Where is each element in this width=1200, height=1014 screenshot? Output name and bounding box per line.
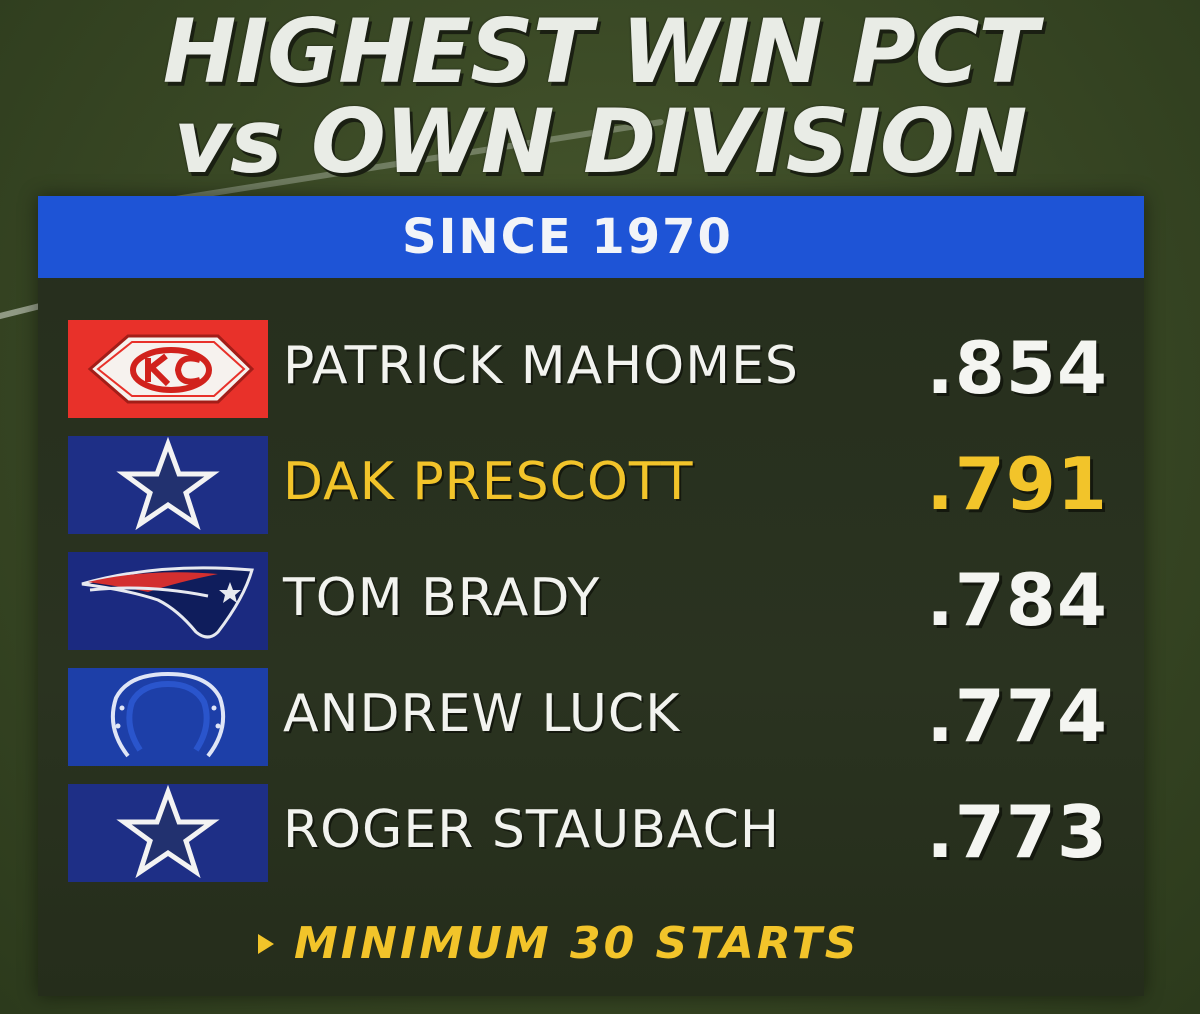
footnote: MINIMUM 30 STARTS [258,918,859,969]
player-row: ROGER STAUBACH .773 [68,784,1128,882]
chiefs-arrowhead-logo [68,320,268,418]
title-line-1: HIGHEST WIN PCT [162,0,1039,103]
player-name: TOM BRADY [283,568,601,628]
player-row-highlighted: DAK PRESCOTT .791 [68,436,1128,534]
player-name: DAK PRESCOTT [283,452,694,512]
colts-horseshoe-logo [68,668,268,766]
footnote-text: MINIMUM 30 STARTS [294,918,860,969]
since-banner-text: SINCE 1970 [402,209,733,265]
patriots-flying-elvis-logo [68,552,268,650]
cowboys-star-logo [68,436,268,534]
win-pct: .774 [926,674,1108,758]
cowboys-star-logo [68,784,268,882]
player-name: PATRICK MAHOMES [283,336,799,396]
win-pct: .773 [926,790,1108,874]
win-pct: .784 [926,558,1108,642]
win-pct: .791 [926,442,1108,526]
player-name: ROGER STAUBACH [283,800,780,860]
player-row: PATRICK MAHOMES .854 [68,320,1128,418]
player-row: ANDREW LUCK .774 [68,668,1128,766]
title-line-2: vs OWN DIVISION [173,90,1028,193]
player-name: ANDREW LUCK [283,684,681,744]
win-pct: .854 [926,326,1108,410]
triangle-bullet-icon [258,933,274,954]
leaderboard-panel: SINCE 1970 PATRICK MAHOMES .854 DAK PRES… [38,196,1144,996]
since-banner: SINCE 1970 [38,196,1144,278]
player-row: TOM BRADY .784 [68,552,1128,650]
